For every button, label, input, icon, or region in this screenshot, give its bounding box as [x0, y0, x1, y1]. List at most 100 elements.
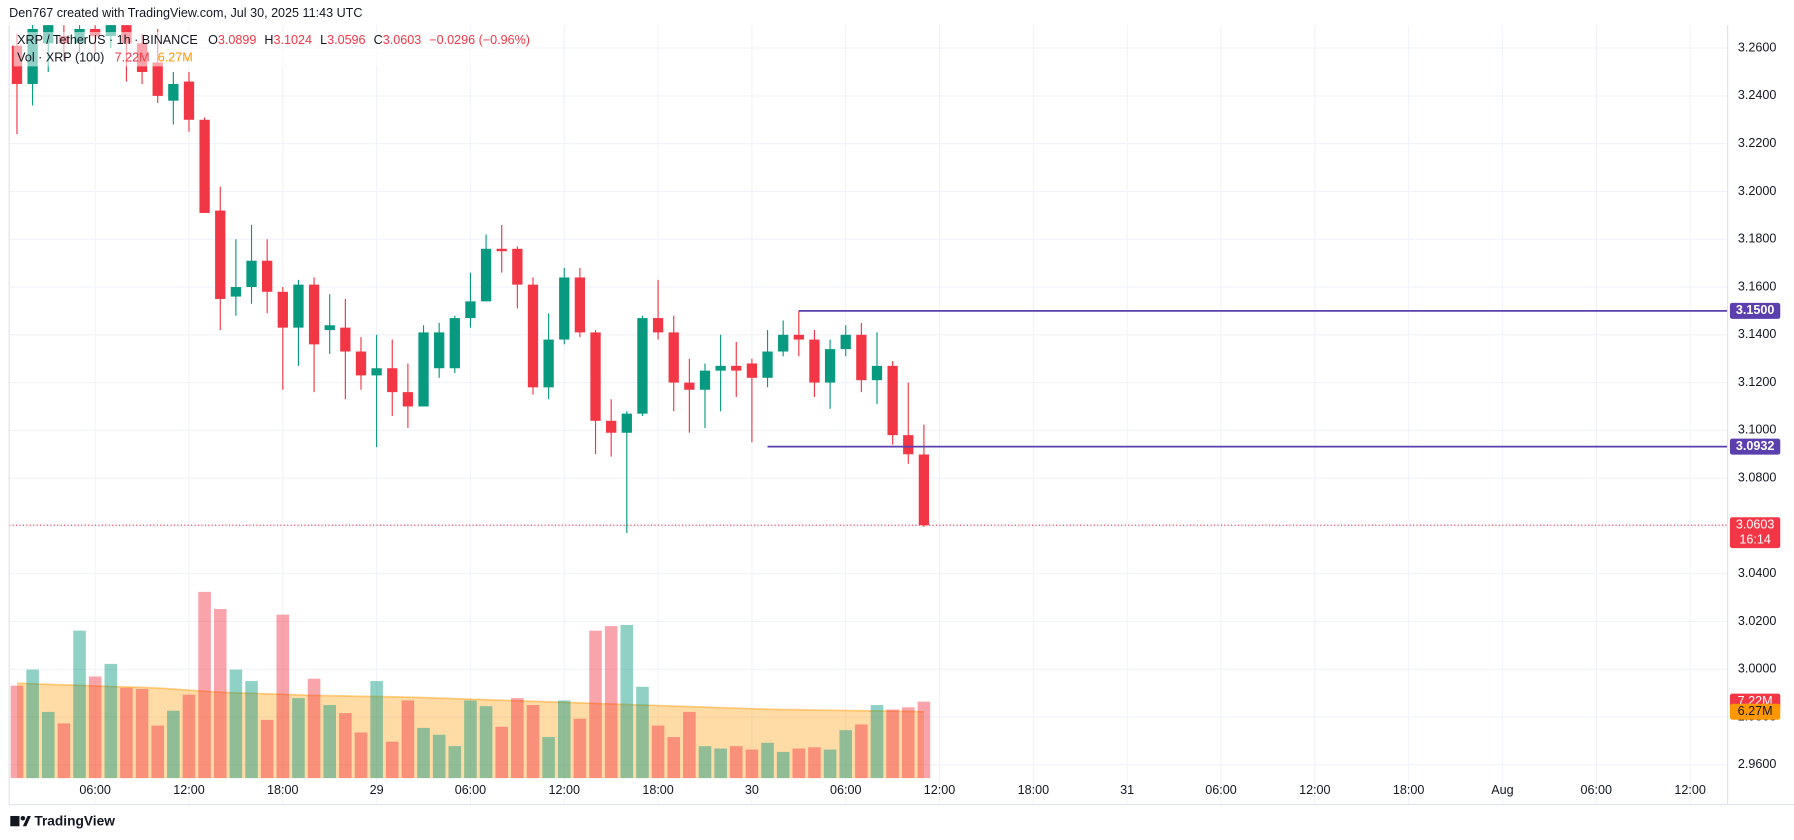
y-tick-label: 3.1400: [1738, 327, 1776, 341]
candle-body: [340, 327, 351, 352]
volume-bar: [182, 694, 196, 779]
legend-line: XRP / TetherUS · 1h · BINANCE O3.0899 H 3…: [17, 34, 530, 48]
candle-body: [402, 392, 414, 407]
legend-key: C: [374, 34, 383, 48]
volume-bar: [792, 748, 806, 779]
x-tick-label: 06:00: [830, 783, 861, 797]
candle-body: [668, 332, 679, 383]
volume-bar: [636, 686, 649, 779]
legend-value: 3.0899: [218, 34, 256, 48]
volume-bar: [354, 732, 368, 779]
candle-body: [230, 287, 242, 297]
volume-bar: [917, 701, 931, 779]
candle-body: [559, 277, 570, 340]
volume-bar: [276, 614, 290, 779]
volume-ma-label: 6.27M: [1738, 704, 1773, 718]
level-label-box: [1729, 438, 1781, 455]
y-tick-label: 3.2200: [1738, 136, 1776, 150]
x-tick-label: 12:00: [1299, 783, 1330, 797]
volume-bar: [683, 711, 696, 779]
candle-body: [840, 334, 851, 350]
candle-body: [105, 25, 116, 37]
volume-bar: [511, 698, 524, 779]
candle-body: [512, 248, 523, 285]
legend-symbol: XRP / TetherUS · 1h · BINANCE: [17, 34, 198, 48]
volume-bar: [589, 630, 602, 779]
x-tick-label: 06:00: [1205, 783, 1236, 797]
candle-body: [887, 365, 898, 436]
candle-body: [496, 248, 507, 252]
volume-bar: [245, 681, 258, 779]
legend-value: 3.0596: [327, 34, 365, 48]
volume-bar: [10, 685, 24, 779]
legend-key: O: [208, 34, 218, 48]
volume-bar: [401, 700, 415, 779]
x-tick-label: 12:00: [924, 783, 955, 797]
volume-bar: [839, 730, 853, 779]
candle-body: [715, 365, 726, 371]
volume-bar: [88, 676, 102, 779]
candle-body: [465, 301, 476, 319]
candle-body: [480, 248, 492, 302]
candle-body: [606, 420, 617, 433]
volume-bar: [698, 746, 712, 779]
volume-legend: Vol · XRP (100) 7.22M 6.27M: [17, 51, 193, 65]
volume-bar: [823, 749, 837, 779]
candle-body: [621, 413, 632, 433]
candle-body: [152, 62, 163, 96]
volume-bar: [229, 669, 243, 779]
candle-body: [699, 370, 711, 390]
volume-bar: [151, 725, 164, 779]
volume-bar: [167, 710, 180, 779]
volume-bar: [417, 727, 430, 779]
x-tick-label: 18:00: [1393, 783, 1424, 797]
candle-body: [918, 454, 930, 526]
volume-legend-value: 7.22M: [115, 51, 150, 65]
volume-bar: [339, 713, 352, 779]
x-tick-label: 12:00: [173, 783, 204, 797]
y-tick-label: 3.1600: [1738, 279, 1776, 293]
volume-bar: [120, 687, 133, 779]
volume-bar: [729, 746, 743, 779]
level-label-box: [1729, 302, 1781, 319]
volume-bar: [620, 624, 634, 779]
y-tick-label: 2.9600: [1738, 757, 1776, 771]
legend-key: H: [264, 34, 273, 48]
volume-bar: [432, 734, 446, 779]
y-tick-label: 3.0400: [1738, 566, 1776, 580]
volume-bar: [761, 742, 774, 779]
level-label: 3.1500: [1736, 303, 1774, 317]
volume-bar: [370, 681, 383, 779]
volume-ma-legend-value: 6.27M: [158, 51, 193, 65]
volume-bar: [714, 748, 727, 779]
candle-body: [762, 351, 773, 378]
x-tick-label: 06:00: [455, 783, 486, 797]
candle-body: [824, 349, 836, 383]
grid: [9, 25, 1728, 805]
x-tick-label: 12:00: [549, 783, 580, 797]
candle-body: [590, 332, 601, 421]
candle-body: [418, 332, 429, 407]
volume-bar: [557, 700, 571, 779]
level-label: 3.0932: [1736, 439, 1774, 453]
volume-bar: [104, 663, 118, 779]
candle-body: [731, 365, 742, 371]
countdown-label: 16:14: [1739, 532, 1770, 546]
last-price-label: 3.0603: [1736, 518, 1774, 532]
legend-change: −0.0296 (−0.96%): [429, 34, 530, 48]
volume-bar: [41, 711, 55, 779]
volume-bar: [479, 706, 493, 779]
candle-body: [168, 83, 179, 101]
volume-legend-title: Vol · XRP (100): [17, 51, 104, 65]
volume-bar: [745, 749, 759, 779]
y-tick-label: 3.2000: [1738, 184, 1776, 198]
candle-body: [324, 325, 335, 331]
candle-body: [684, 382, 695, 390]
candle-body: [371, 368, 382, 376]
volume-bar: [448, 746, 462, 779]
volume-bar: [73, 630, 86, 779]
y-tick-label: 3.1000: [1738, 423, 1776, 437]
candle-body: [215, 210, 226, 299]
candle-body: [903, 435, 914, 455]
